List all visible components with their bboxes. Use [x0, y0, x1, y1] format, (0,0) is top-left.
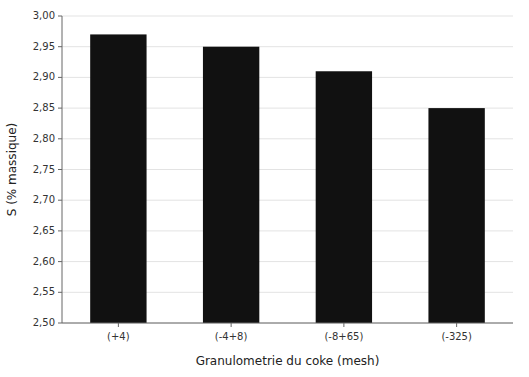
grid-line	[62, 323, 513, 324]
y-axis: 2,50 2,55 2,60 2,65 2,70 2,75 2,80 2,85 2,90 2,95…	[33, 10, 62, 328]
y-tick	[58, 230, 62, 231]
y-axis-label: S (% massique)	[5, 123, 19, 217]
bar	[203, 47, 259, 323]
x-axis-label: Granulometrie du coke (mesh)	[196, 354, 380, 368]
y-tick-label: 3,00	[33, 10, 55, 21]
y-tick-label: 2,55	[33, 286, 55, 297]
y-tick-label: 2,95	[33, 41, 55, 52]
grid	[62, 16, 513, 323]
x-tick-label: (-8+65)	[324, 331, 363, 342]
x-tick	[231, 323, 232, 327]
x-tick-label: (+4)	[107, 331, 130, 342]
y-tick-label: 2,75	[33, 164, 55, 175]
chart-svg: 2,50 2,55 2,60 2,65 2,70 2,75 2,80 2,85 2,90 2,95…	[0, 0, 529, 377]
y-tick-label: 2,50	[33, 317, 55, 328]
y-tick	[58, 323, 62, 324]
y-tick-label: 2,60	[33, 256, 55, 267]
y-tick-label: 2,65	[33, 225, 55, 236]
x-axis: (+4) (-4+8) (-8+65) (-325)	[107, 323, 472, 342]
y-tick	[58, 46, 62, 47]
y-tick	[58, 16, 62, 17]
bar	[316, 71, 372, 323]
y-tick	[58, 169, 62, 170]
y-tick	[58, 292, 62, 293]
y-tick-label: 2,80	[33, 133, 55, 144]
y-tick-label: 2,70	[33, 194, 55, 205]
x-tick-label: (-325)	[441, 331, 472, 342]
y-tick	[58, 77, 62, 78]
y-tick	[58, 200, 62, 201]
y-tick	[58, 108, 62, 109]
bar	[90, 34, 146, 323]
x-tick	[118, 323, 119, 327]
x-axis-line	[62, 323, 513, 324]
bars	[90, 34, 485, 323]
y-tick-label: 2,90	[33, 71, 55, 82]
y-tick-label: 2,85	[33, 102, 55, 113]
y-tick	[58, 261, 62, 262]
y-tick	[58, 138, 62, 139]
x-tick	[456, 323, 457, 327]
chart-container: 2,50 2,55 2,60 2,65 2,70 2,75 2,80 2,85 2,90 2,95…	[0, 0, 529, 377]
x-tick-label: (-4+8)	[215, 331, 248, 342]
y-axis-line	[62, 16, 63, 323]
bar	[428, 108, 484, 323]
x-tick	[343, 323, 344, 327]
grid-line	[62, 16, 513, 17]
